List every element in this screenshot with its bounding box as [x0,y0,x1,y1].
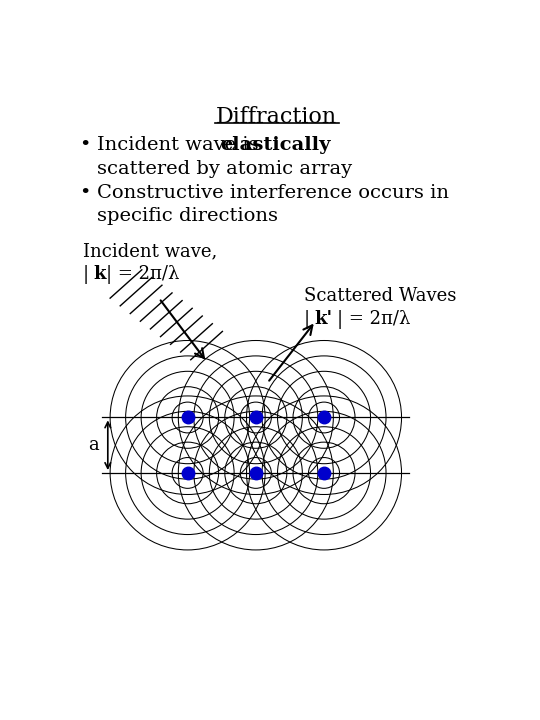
Text: scattered by atomic array: scattered by atomic array [97,160,352,178]
Text: •: • [79,184,91,202]
Text: |: | [83,265,89,284]
Text: Scattered Waves: Scattered Waves [304,287,456,305]
Text: Diffraction: Diffraction [216,106,338,127]
Text: specific directions: specific directions [97,207,278,225]
Text: Constructive interference occurs in: Constructive interference occurs in [97,184,449,202]
Text: •: • [79,137,91,155]
Text: k': k' [314,310,332,328]
Text: |: | [304,310,310,329]
Text: Incident wave,: Incident wave, [83,242,217,260]
Text: | = 2π/λ: | = 2π/λ [106,265,180,284]
Text: a: a [87,436,98,454]
Text: Incident wave is: Incident wave is [97,137,265,155]
Text: k: k [93,265,106,283]
Text: elastically: elastically [220,137,330,155]
Text: | = 2π/λ: | = 2π/λ [337,310,410,329]
